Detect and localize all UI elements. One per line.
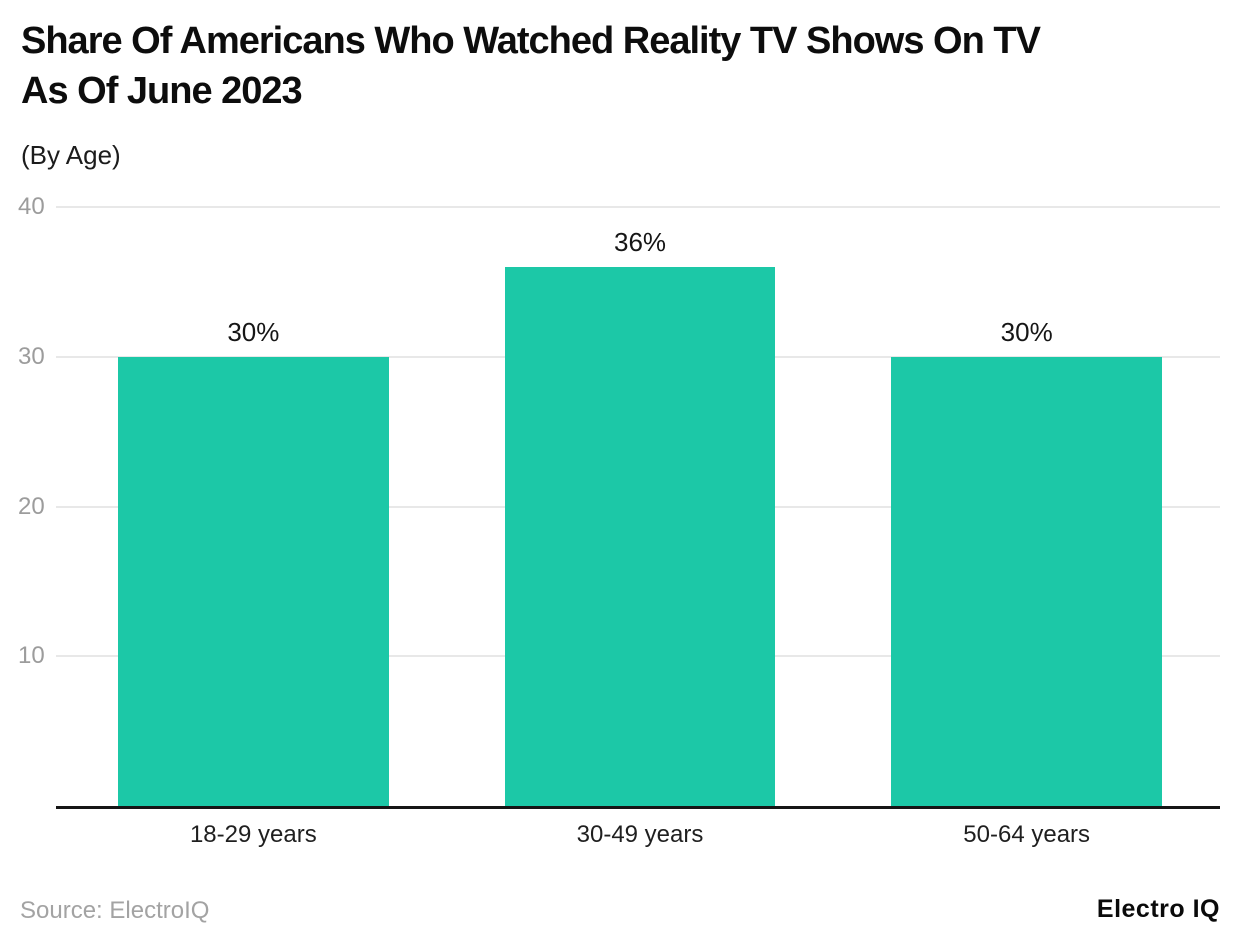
brand-logo: Electro IQ	[1096, 895, 1220, 923]
x-axis-labels: 18-29 years 30-49 years 50-64 years	[60, 821, 1220, 849]
bar-value-label: 30%	[1000, 316, 1053, 347]
plot-area: 10 20 30 40 30% 36% 30%	[18, 195, 1220, 809]
x-axis-label: 30-49 years	[576, 821, 704, 848]
x-axis-label: 18-29 years	[189, 821, 317, 848]
chart-subtitle: (By Age)	[21, 140, 121, 170]
source-text: Source: ElectroIQ	[20, 897, 210, 924]
y-tick-label: 30	[18, 342, 45, 370]
gridline	[56, 206, 1220, 208]
bar-value-label: 36%	[613, 226, 667, 257]
chart-title: Share Of Americans Who Watched Reality T…	[21, 16, 1221, 116]
y-tick-label: 20	[18, 492, 45, 520]
bar-slot: 30%	[60, 207, 447, 806]
bar-slot: 36%	[447, 207, 834, 806]
bars-row: 30% 36% 30%	[60, 207, 1220, 806]
bar-value-label: 30%	[227, 316, 280, 347]
chart-title-line1: Share Of Americans Who Watched Reality T…	[21, 20, 1041, 62]
x-axis-label: 50-64 years	[963, 821, 1091, 848]
bar-chart: 10 20 30 40 30% 36% 30% 18-29 years 30-49 years…	[0, 195, 1240, 867]
bar	[891, 356, 1162, 806]
y-tick-label: 10	[18, 642, 45, 670]
y-tick-label: 40	[18, 193, 45, 220]
bar-slot: 30%	[833, 207, 1220, 806]
bar	[504, 266, 776, 806]
bar	[118, 356, 389, 806]
chart-title-line2: As Of June 2023	[21, 70, 303, 112]
x-axis-line	[56, 806, 1220, 809]
